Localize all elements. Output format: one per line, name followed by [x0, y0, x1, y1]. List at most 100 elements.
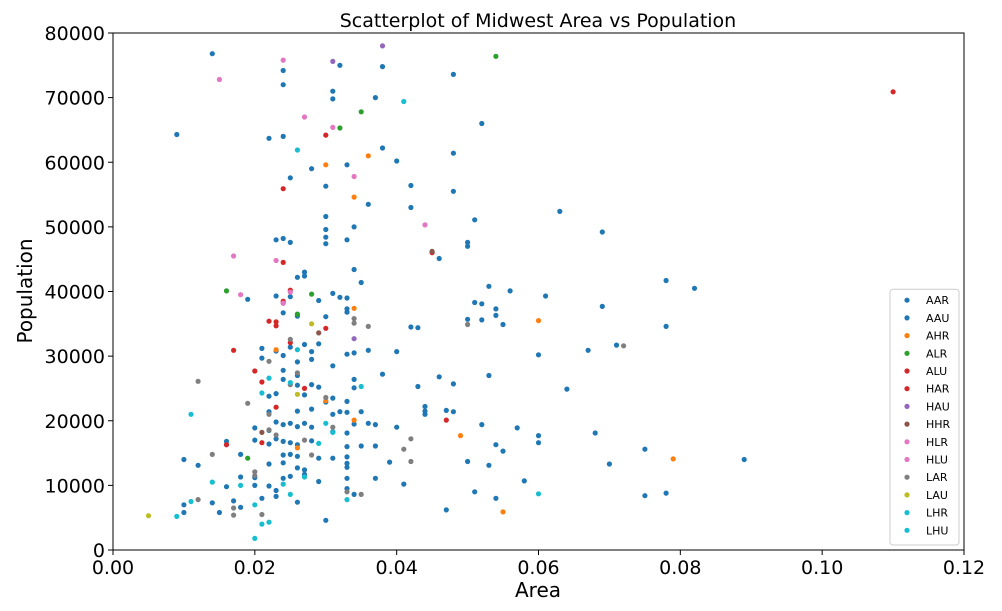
point-aar	[450, 409, 456, 415]
y-tick-label: 20000	[45, 411, 105, 433]
point-aar	[663, 277, 669, 284]
point-aar	[273, 487, 279, 494]
point-aar	[613, 342, 620, 348]
point-lhr	[316, 440, 322, 446]
x-tick-label: 0.08	[659, 557, 701, 579]
point-lhu	[535, 491, 542, 497]
point-lhu	[209, 479, 215, 485]
point-aar	[344, 464, 350, 470]
point-aar	[493, 312, 499, 318]
point-lar	[209, 451, 215, 457]
point-aar	[585, 347, 591, 353]
point-ahr	[500, 509, 506, 515]
point-aar	[330, 455, 336, 461]
point-alu	[231, 347, 237, 353]
point-aar	[344, 454, 350, 460]
point-aar	[323, 183, 329, 189]
point-hhr	[429, 248, 435, 254]
point-lar	[294, 370, 300, 376]
point-aar	[450, 188, 456, 194]
legend-marker	[904, 315, 910, 321]
point-lar	[259, 511, 265, 518]
point-aar	[216, 509, 222, 516]
point-lar	[195, 378, 201, 384]
point-aar	[465, 243, 471, 249]
point-aar	[301, 273, 308, 279]
point-aar	[486, 372, 492, 379]
point-aar	[741, 456, 747, 463]
point-aar	[273, 419, 279, 425]
y-tick-label: 60000	[45, 152, 105, 174]
point-aar	[351, 266, 357, 273]
point-aar	[252, 482, 258, 488]
legend-label: ALU	[926, 365, 947, 378]
point-ahr	[294, 445, 300, 451]
point-aar	[394, 349, 400, 355]
point-lar	[365, 323, 371, 329]
point-aar	[479, 120, 485, 127]
point-aar	[209, 500, 215, 506]
x-tick-label: 0.10	[801, 557, 843, 579]
point-aar	[273, 293, 279, 299]
point-aar	[309, 438, 315, 444]
point-lhr	[323, 420, 329, 426]
point-aar	[365, 201, 371, 207]
legend-label: AAU	[926, 312, 949, 325]
point-aar	[535, 440, 542, 446]
point-aar	[301, 420, 308, 426]
point-aar	[266, 393, 272, 399]
point-lar	[266, 427, 272, 433]
point-aar	[309, 349, 315, 355]
point-aar	[252, 425, 258, 431]
point-aar	[273, 493, 279, 499]
point-hlr	[280, 300, 286, 306]
point-alr	[358, 109, 364, 115]
point-aar	[642, 446, 648, 452]
point-lhu	[252, 502, 258, 508]
point-aar	[691, 285, 698, 291]
point-aar	[401, 481, 407, 487]
legend-marker	[904, 333, 910, 339]
point-aar	[287, 344, 293, 350]
point-hlr	[422, 222, 428, 228]
point-aar	[238, 504, 244, 510]
point-aar	[408, 182, 414, 189]
y-tick-label: 40000	[45, 282, 105, 304]
legend-marker	[904, 527, 910, 533]
point-hlr	[231, 253, 237, 259]
legend-marker	[904, 368, 910, 374]
point-aar	[294, 499, 300, 505]
point-lhr	[280, 481, 286, 487]
point-aar	[493, 306, 499, 312]
point-har	[223, 442, 230, 448]
point-aar	[238, 451, 244, 457]
point-ahr	[351, 194, 357, 200]
point-aar	[372, 443, 378, 449]
point-aar	[266, 135, 272, 141]
legend-marker	[904, 386, 910, 392]
x-tick-label: 0.00	[92, 557, 134, 579]
point-aar	[415, 325, 421, 331]
point-aau	[379, 371, 386, 377]
point-aar	[280, 452, 286, 458]
y-tick-label: 30000	[45, 346, 105, 368]
point-lar	[252, 469, 258, 475]
point-aar	[266, 441, 272, 447]
point-aar	[280, 310, 286, 316]
point-ahr	[351, 417, 357, 423]
point-aar	[535, 352, 542, 358]
point-aar	[316, 384, 322, 390]
point-aar	[351, 491, 357, 497]
point-aar	[521, 478, 527, 484]
point-hlr	[238, 292, 244, 298]
point-aar	[344, 295, 350, 301]
point-lar	[309, 452, 315, 458]
legend-label: AAR	[926, 294, 949, 307]
point-aar	[280, 460, 286, 466]
plot-area-frame	[112, 32, 965, 551]
legend-marker	[904, 350, 910, 356]
point-lhu	[252, 535, 258, 542]
point-lar	[323, 394, 329, 401]
point-lhr	[358, 383, 364, 390]
point-aar	[337, 409, 343, 415]
